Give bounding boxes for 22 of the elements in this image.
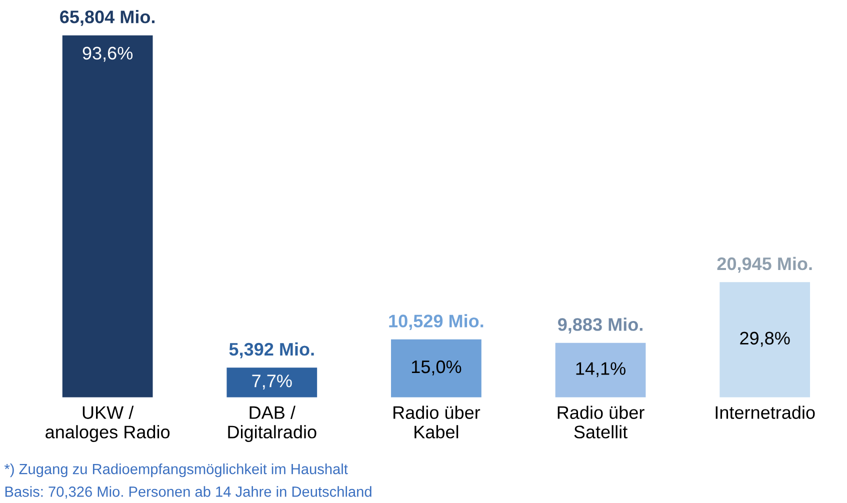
text: *) Zugang zu Radioempfangsmöglichkeit im Haushalt (4, 464, 348, 478)
text: Basis: 70,326 Mio. Personen ab 14 Jahre in Deutschland (5, 486, 372, 499)
x-tick-label: UKW / analoges Radio (46, 406, 170, 442)
bar (391, 339, 482, 398)
data-label: 29,8% (740, 332, 790, 347)
data-label: 14,1% (576, 362, 626, 378)
data-label: 15,0% (412, 360, 462, 376)
annotation: 10,529 Mio. (389, 314, 484, 330)
data-label: 93,6% (82, 46, 133, 62)
data-label: 7,7% (252, 374, 292, 390)
bar (555, 342, 646, 398)
bar (720, 282, 810, 398)
annotation: 5,392 Mio. (229, 342, 314, 358)
bar (226, 368, 318, 398)
x-tick-label: DAB / Digitalradio (228, 406, 316, 442)
bar (62, 35, 153, 398)
annotation: 9,883 Mio. (558, 318, 642, 334)
x-tick-label: Internetradio (716, 406, 815, 419)
annotation: 20,945 Mio. (717, 256, 812, 273)
x-tick-label: Radio über Satellit (558, 406, 644, 438)
annotation: 65,804 Mio. (60, 10, 155, 26)
x-tick-label: Radio über Kabel (394, 406, 480, 438)
